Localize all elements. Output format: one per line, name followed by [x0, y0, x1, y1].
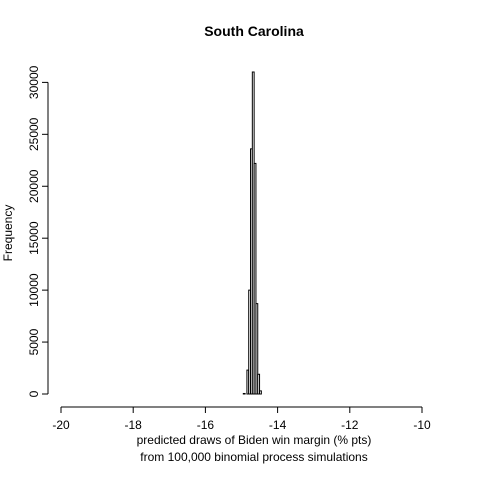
- y-axis: 0 5000 10000 15000 20000 25000 30000: [27, 65, 49, 397]
- histogram-bars: [242, 71, 262, 395]
- x-axis-label: predicted draws of Biden win margin (% p…: [137, 433, 372, 447]
- x-tick-label: -20: [52, 418, 70, 432]
- x-axis-label-line2: from 100,000 binomial process simulation…: [140, 450, 367, 464]
- x-tick-label: -14: [269, 418, 287, 432]
- x-tick-label: -16: [197, 418, 215, 432]
- histogram-bar: [257, 373, 261, 395]
- y-tick-label: 20000: [27, 169, 41, 203]
- histogram-bar: [253, 162, 257, 395]
- x-tick-label: -18: [125, 418, 143, 432]
- histogram-bar: [242, 392, 246, 395]
- y-tick-label: 25000: [27, 117, 41, 151]
- x-tick-label: -10: [413, 418, 431, 432]
- histogram-bar: [259, 390, 262, 395]
- x-axis: -20 -18 -16 -14 -12 -10: [52, 406, 431, 432]
- chart-title: South Carolina: [204, 23, 304, 39]
- y-tick-label: 15000: [27, 221, 41, 255]
- y-tick-label: 30000: [27, 65, 41, 99]
- y-tick-label: 0: [27, 390, 41, 397]
- x-tick-label: -12: [341, 418, 359, 432]
- histogram-bar: [255, 303, 259, 395]
- y-axis-label: Frequency: [1, 205, 15, 262]
- y-tick-label: 5000: [27, 328, 41, 355]
- y-tick-label: 10000: [27, 273, 41, 307]
